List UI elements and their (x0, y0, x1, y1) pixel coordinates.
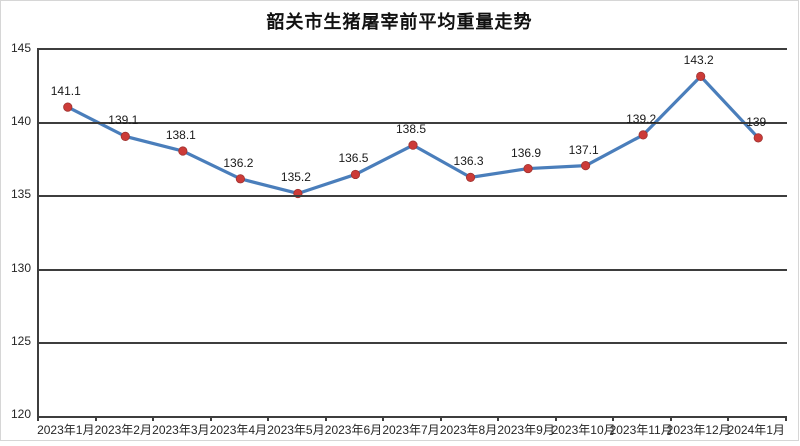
data-point-label: 139.2 (626, 111, 657, 126)
data-point-label: 136.3 (453, 154, 484, 169)
x-axis-category-label: 2023年12月 (666, 423, 731, 437)
y-axis-tick-label: 135 (10, 187, 31, 202)
x-axis-tick (554, 416, 557, 421)
gridline (39, 268, 787, 271)
x-axis-tick (267, 416, 270, 421)
plot-area (37, 48, 787, 418)
x-axis-category-label: 2023年7月 (382, 423, 440, 437)
data-point-marker (63, 102, 73, 112)
data-point-marker (235, 174, 245, 184)
x-axis-category-label: 2023年6月 (324, 423, 383, 437)
x-axis-tick (324, 416, 327, 421)
x-axis-category-label: 2023年3月 (152, 423, 210, 437)
x-axis-tick (612, 416, 615, 421)
data-point-marker (120, 131, 130, 141)
gridline (39, 195, 787, 198)
x-axis-category-label: 2023年10月 (551, 423, 616, 437)
x-axis-tick (37, 416, 39, 421)
data-point-marker (581, 161, 591, 171)
data-point-label: 136.5 (338, 151, 369, 166)
gridline (39, 122, 787, 125)
x-axis-tick (152, 416, 155, 421)
y-axis-tick-label: 140 (10, 114, 31, 129)
data-point-marker (696, 71, 706, 81)
y-axis-tick-label: 125 (10, 333, 31, 348)
y-axis-tick-label: 145 (10, 41, 31, 55)
chart-title: 韶关市生猪屠宰前平均重量走势 (266, 12, 533, 32)
data-point-label: 143.2 (683, 53, 714, 68)
x-axis-category-label: 2023年2月 (94, 423, 152, 437)
data-point-label: 137.1 (568, 142, 599, 157)
x-axis-category-label: 2023年4月 (209, 423, 268, 437)
x-axis-tick (785, 416, 787, 421)
x-axis-tick (439, 416, 442, 421)
data-point-marker (408, 140, 418, 150)
data-point-label: 138.5 (395, 122, 427, 137)
data-point-marker (350, 169, 361, 180)
gridline (39, 341, 787, 344)
data-point-label: 138.1 (165, 128, 196, 143)
line-series-canvas (63, 71, 763, 199)
x-axis-category-label: 2023年8月 (439, 423, 498, 437)
x-axis-category-label: 2023年9月 (497, 423, 555, 437)
data-point-marker (523, 163, 533, 174)
data-point-label: 139 (746, 114, 767, 129)
data-point-label: 136.9 (511, 145, 542, 160)
x-axis-tick (497, 416, 500, 421)
data-point-label: 135.2 (280, 170, 311, 185)
data-point-marker (753, 133, 763, 143)
y-axis-tick-label: 130 (10, 260, 31, 275)
x-axis-category-label: 2023年5月 (267, 423, 325, 437)
x-axis-tick (727, 416, 730, 421)
y-axis-tick-label: 120 (10, 407, 31, 421)
x-axis-category-label: 2023年11月 (609, 423, 673, 437)
data-point-marker (178, 146, 188, 156)
x-axis-tick (94, 416, 97, 421)
x-axis-tick (209, 416, 212, 421)
data-point-marker (638, 130, 648, 140)
data-point-label: 136.2 (223, 155, 254, 170)
x-axis-category-label: 2024年1月 (727, 423, 785, 437)
x-axis-tick (382, 416, 385, 421)
data-point-label: 141.1 (50, 84, 81, 99)
data-point-label: 139.1 (108, 113, 139, 128)
x-axis-category-label: 2023年1月 (37, 423, 95, 437)
data-point-marker (465, 172, 476, 182)
x-axis-tick (669, 416, 672, 421)
